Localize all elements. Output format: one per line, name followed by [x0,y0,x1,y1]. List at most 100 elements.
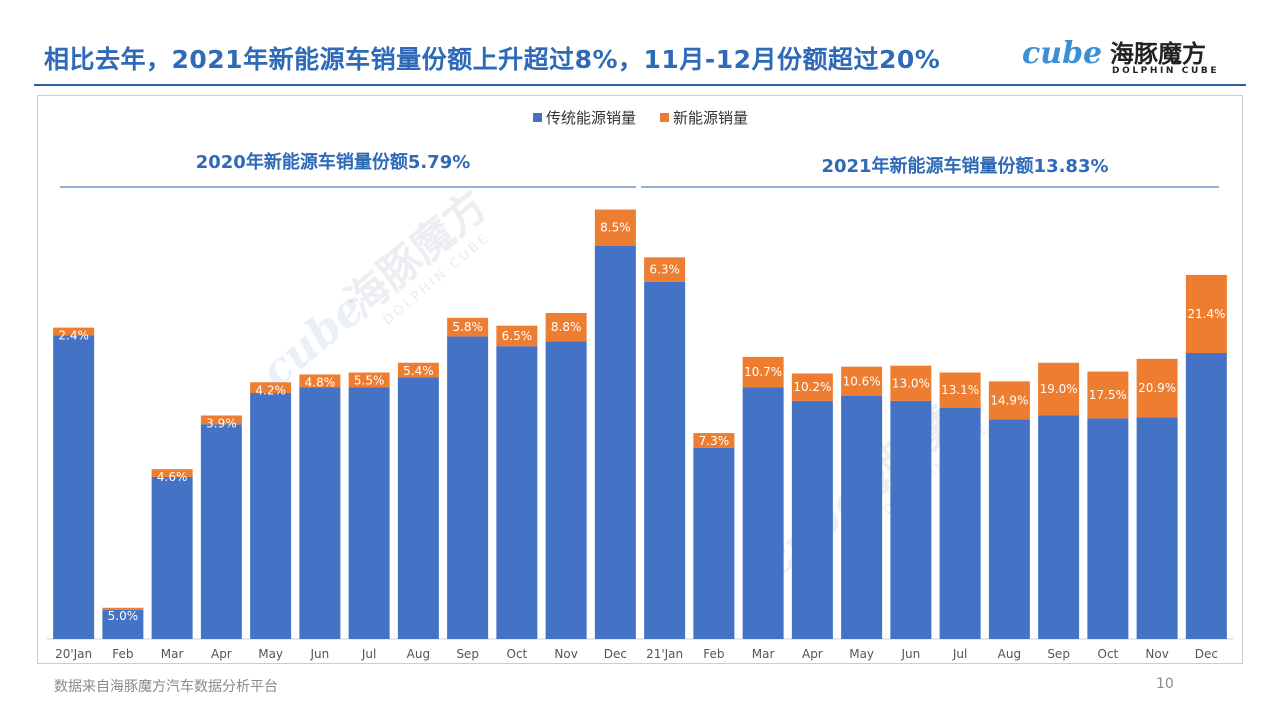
year-annotation-2020-label: 2020年新能源车销量份额5.79% [196,151,471,173]
bar-nev [742,356,784,388]
x-tick-label: Nov [554,647,577,661]
x-tick-label: Apr [802,647,823,661]
data-label: 6.5% [502,329,533,343]
bar-traditional [102,609,144,639]
bar-nev [1038,362,1080,416]
chart-legend: 传统能源销量 新能源销量 [533,109,748,127]
x-tick-label: Sep [1047,647,1070,661]
bar-nev [791,373,833,401]
bar-nev [594,209,636,246]
bar-nev [1087,371,1129,419]
data-label: 5.0% [108,609,139,623]
bar-traditional [397,377,439,639]
title-divider [34,84,1246,86]
page-number: 10 [1156,676,1174,692]
bar-traditional [1136,417,1178,639]
logo-english-name: DOLPHIN CUBE [1112,66,1220,76]
bar-nev [1185,274,1227,354]
year-annotation-2021: 2021年新能源车销量份额13.83% [641,155,1219,188]
bar-traditional [1087,418,1129,639]
x-tick-label: Jul [361,647,376,661]
page-title: 相比去年，2021年新能源车销量份额上升超过8%，11月-12月份额超过20% [44,45,941,74]
bar-traditional [299,387,341,639]
x-tick-label: Aug [998,647,1021,661]
bar-traditional [988,419,1030,639]
year-annotation-2020: 2020年新能源车销量份额5.79% [60,151,636,188]
bar-traditional [742,387,784,639]
x-tick-label: Dec [1195,647,1218,661]
legend-swatch-traditional [533,113,542,122]
bar-nev [299,374,341,388]
bar-traditional [151,476,193,639]
bar-traditional [1185,353,1227,639]
data-label: 3.9% [206,416,237,430]
logo-cube-wordmark: cube [1022,36,1103,71]
data-label: 10.6% [843,374,881,388]
bar-traditional [250,393,292,639]
bar-nev [939,372,981,408]
logo-chinese-name: 海豚魔方 [1110,40,1206,68]
bar-nev [447,317,489,337]
x-tick-label: Oct [507,647,528,661]
data-label: 21.4% [1187,307,1225,321]
bar-traditional [841,395,883,639]
bar-nev [151,469,193,477]
legend-label-nev: 新能源销量 [673,109,748,127]
data-label: 19.0% [1040,382,1078,396]
data-label: 10.2% [793,380,831,394]
bar-nev [397,362,439,378]
brand-logo: cube 海豚魔方 DOLPHIN CUBE [1022,34,1242,80]
data-label: 4.6% [157,470,188,484]
x-tick-label: Nov [1145,647,1168,661]
legend-swatch-nev [660,113,669,122]
bar-nev [988,381,1030,420]
bar-nev [200,415,242,425]
data-label: 7.3% [699,434,730,448]
bar-traditional [1038,415,1080,639]
x-tick-label: Feb [112,647,133,661]
x-tick-label: 20'Jan [55,647,92,661]
x-tick-label: Sep [456,647,479,661]
data-label: 8.8% [551,320,582,334]
bar-nev [250,382,292,394]
data-label: 5.8% [452,320,483,334]
x-tick-label: Apr [211,647,232,661]
bar-traditional [890,400,932,639]
legend-label-traditional: 传统能源销量 [546,109,636,127]
bar-traditional [53,335,95,639]
bar-traditional [447,336,489,639]
data-label: 5.4% [403,364,434,378]
data-label: 14.9% [990,393,1028,407]
data-label: 4.2% [255,383,286,397]
bar-traditional [200,424,242,639]
bar-nev [496,325,538,347]
bar-nev [53,327,95,336]
x-tick-label: 21'Jan [646,647,683,661]
x-tick-label: Jul [952,647,967,661]
x-tick-label: Oct [1098,647,1119,661]
bar-traditional [644,281,686,639]
data-label: 17.5% [1089,388,1127,402]
data-label: 4.8% [305,375,336,389]
bar-nev [348,372,390,388]
bar-nev [545,312,587,342]
data-label: 6.3% [649,263,680,277]
chart-frame [37,95,1243,664]
x-tick-label: Jun [901,647,921,661]
bar-traditional [791,400,833,639]
data-label: 5.5% [354,374,385,388]
bar-nev [890,365,932,401]
data-label: 20.9% [1138,381,1176,395]
bar-traditional [545,341,587,639]
data-source-note: 数据来自海豚魔方汽车数据分析平台 [54,679,278,695]
bar-nev [102,607,144,610]
data-label: 13.0% [892,376,930,390]
data-label: 8.5% [600,221,631,235]
bar-traditional [693,447,735,639]
bar-traditional [594,245,636,639]
x-tick-label: Jun [310,647,330,661]
x-tick-label: Aug [407,647,430,661]
data-label: 2.4% [58,329,89,343]
x-tick-label: Mar [752,647,775,661]
